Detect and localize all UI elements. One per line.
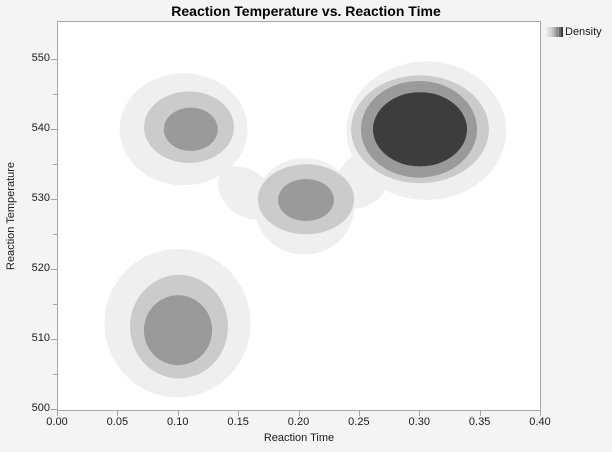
- y-tick-label: 550: [31, 52, 50, 64]
- gradient-stripe: [547, 27, 550, 37]
- density-gradient-swatch[interactable]: [545, 27, 563, 37]
- x-tick-label: 0.15: [227, 416, 249, 428]
- y-tick-mark: [51, 409, 57, 410]
- density-contour-level-2: [278, 179, 334, 221]
- x-tick-mark: [419, 411, 421, 416]
- x-tick-label: 0.10: [167, 416, 189, 428]
- x-tick-label: 0.05: [106, 416, 129, 428]
- y-axis-title: Reaction Temperature: [5, 161, 17, 271]
- density-contour-canvas: [104, 61, 507, 398]
- y-tick-label: 510: [31, 332, 50, 344]
- y-tick-mark: [51, 269, 57, 270]
- y-minor-tick-mark: [53, 234, 57, 235]
- legend: Density: [545, 26, 602, 38]
- x-tick-label: 0.20: [287, 416, 310, 428]
- y-minor-tick-mark: [53, 304, 57, 305]
- y-tick-mark: [51, 129, 57, 130]
- plot-area[interactable]: [57, 21, 541, 411]
- y-tick-mark: [51, 199, 57, 200]
- x-tick-mark: [117, 411, 119, 416]
- x-tick-label: 0.25: [348, 416, 370, 428]
- x-tick-mark: [238, 411, 240, 416]
- density-contour-level-2: [143, 295, 213, 366]
- x-tick-mark: [177, 411, 179, 416]
- x-tick-label: 0.35: [468, 416, 491, 428]
- y-minor-tick-mark: [53, 94, 57, 95]
- gradient-stripe: [554, 27, 557, 37]
- x-tick-mark: [540, 411, 541, 416]
- x-tick-label: 0.30: [408, 416, 430, 428]
- y-tick-label: 500: [31, 402, 50, 414]
- y-tick-mark: [51, 339, 57, 340]
- gradient-stripe: [551, 27, 554, 37]
- x-tick-mark: [57, 411, 58, 416]
- y-tick-label: 520: [31, 262, 50, 274]
- y-tick-label: 530: [31, 192, 50, 204]
- y-tick-label: 540: [31, 122, 50, 134]
- gradient-stripe: [556, 27, 559, 37]
- chart-title: Reaction Temperature vs. Reaction Time: [171, 3, 441, 19]
- x-tick-label: 0.00: [46, 416, 68, 428]
- x-axis-title: Reaction Time: [263, 432, 335, 444]
- y-minor-tick-mark: [53, 374, 57, 375]
- x-tick-mark: [479, 411, 481, 416]
- y-tick-mark: [51, 59, 57, 60]
- gradient-stripe: [545, 27, 548, 37]
- x-tick-mark: [298, 411, 300, 416]
- gradient-stripe: [560, 27, 563, 37]
- y-minor-tick-mark: [53, 164, 57, 165]
- density-contour-level-2: [163, 107, 218, 151]
- x-tick-mark: [358, 411, 360, 416]
- x-tick-label: 0.40: [529, 416, 551, 428]
- gradient-stripe: [558, 27, 561, 37]
- density-contour-level-3: [373, 92, 467, 167]
- legend-label: Density: [565, 26, 602, 38]
- gradient-stripe: [549, 27, 552, 37]
